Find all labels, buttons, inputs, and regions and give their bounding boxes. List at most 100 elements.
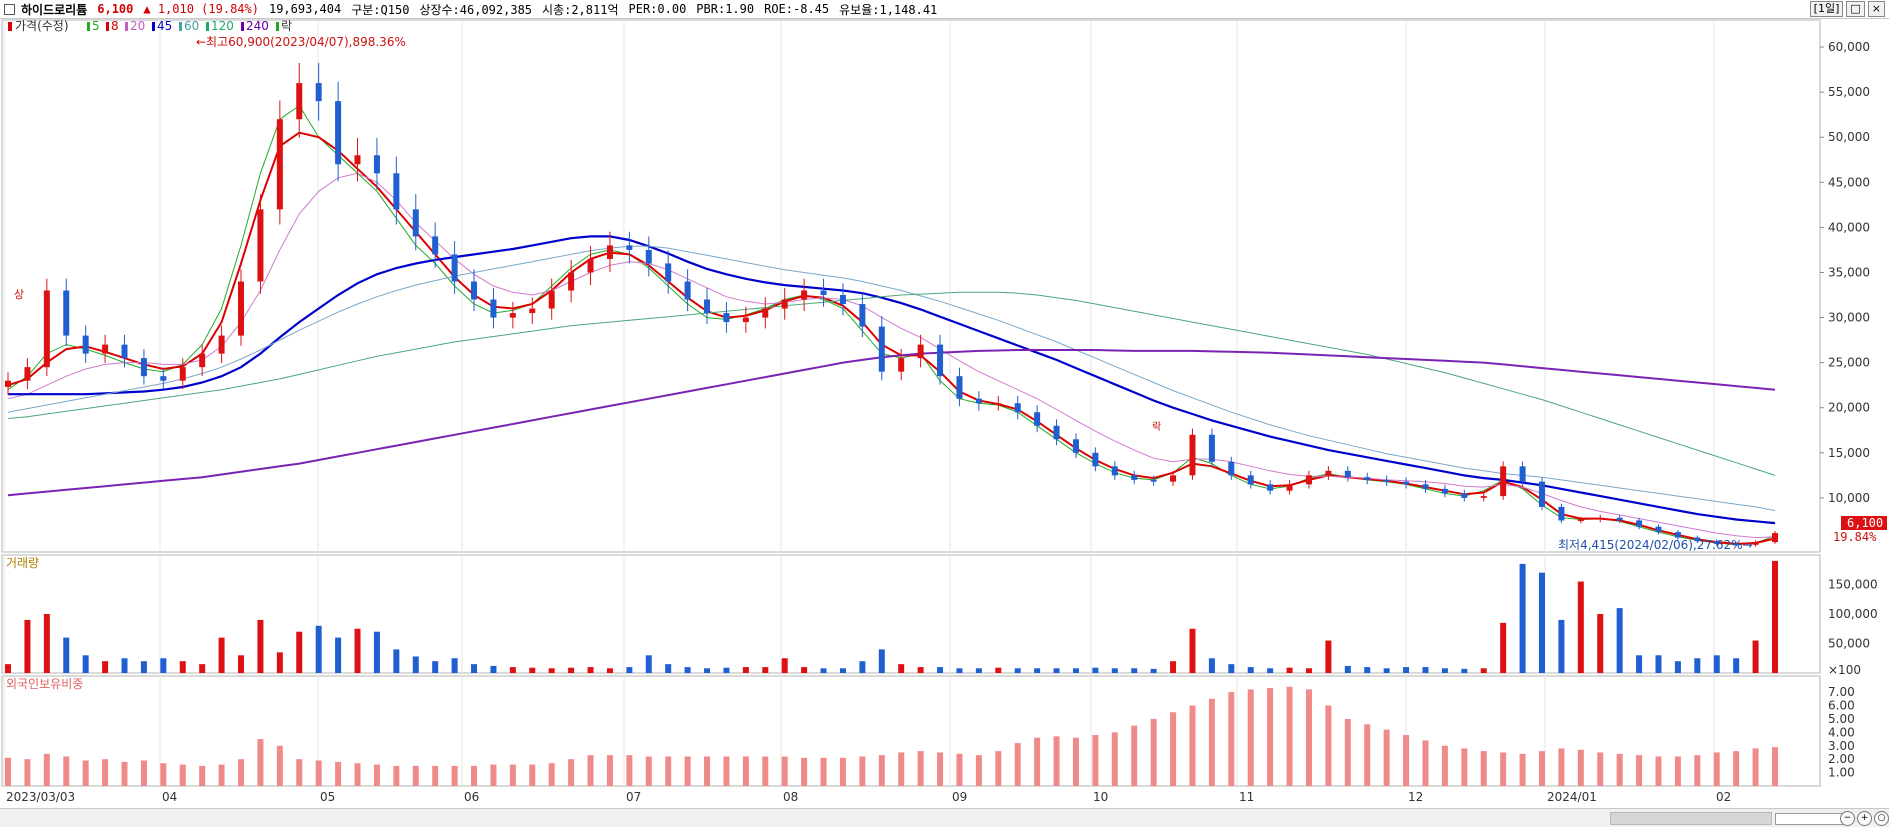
listed-shares: 상장수:46,092,385 — [419, 2, 533, 17]
foreign-bar — [1111, 732, 1118, 786]
volume-bar — [723, 667, 730, 673]
volume-bar — [160, 658, 167, 673]
foreign-bar — [1655, 756, 1662, 786]
close-button[interactable]: × — [1867, 1, 1885, 17]
volume-bar — [412, 656, 419, 673]
volume-bar — [568, 667, 575, 673]
candle-body — [878, 326, 885, 372]
foreign-panel — [1, 675, 1821, 787]
maximize-button[interactable]: □ — [1846, 1, 1865, 17]
candle-body — [1364, 477, 1371, 480]
volume-bar — [1189, 628, 1196, 673]
volume-panel — [1, 554, 1821, 674]
y-tick-label: 30,000 — [1828, 311, 1870, 325]
foreign-bar — [742, 756, 749, 786]
foreign-bar — [1305, 689, 1312, 786]
volume-bar — [1636, 655, 1643, 673]
legend-ma-marker — [87, 22, 90, 31]
legend-extra-label: 락 — [281, 19, 292, 33]
x-tick-label: 11 — [1239, 790, 1254, 804]
candle-body — [1538, 481, 1545, 507]
y-tick-label: 50,000 — [1828, 130, 1870, 144]
trade-volume: 19,693,404 — [268, 2, 342, 16]
candle-body — [1325, 470, 1332, 476]
volume-bar — [276, 652, 283, 673]
select-checkbox[interactable] — [4, 3, 15, 15]
foreign-title: 외국인보유비중 — [6, 677, 83, 691]
candle-body — [1422, 484, 1429, 489]
candle-body — [781, 299, 788, 309]
x-tick-label: 08 — [783, 790, 798, 804]
volume-bar — [1344, 665, 1351, 673]
volume-bar — [1441, 668, 1448, 673]
foreign-bar — [1694, 755, 1701, 786]
foreign-bar — [839, 757, 846, 786]
candle-body — [24, 367, 31, 381]
volume-bar — [937, 667, 944, 673]
stock-chart[interactable]: 2023/03/03 04 05 06 07 08 09 10 11 12 2024/01 02 10,… — [0, 19, 1889, 808]
volume-bar — [1131, 668, 1138, 673]
foreign-bar — [1422, 740, 1429, 786]
ma-line-20 — [7, 172, 1776, 539]
volume-bar — [1519, 563, 1526, 673]
foreign-bar — [257, 739, 264, 786]
zoom-reset-icon[interactable]: ○ — [1874, 811, 1889, 826]
pbr-value: PBR:1.90 — [696, 2, 755, 16]
foreign-bar — [820, 757, 827, 786]
foreign-bar — [1713, 752, 1720, 786]
foreign-y-label: 5.00 — [1828, 712, 1855, 726]
foreign-bar — [1131, 725, 1138, 786]
scroll-thumb[interactable] — [1610, 812, 1772, 825]
volume-bar — [548, 668, 555, 673]
volume-bar — [762, 667, 769, 673]
volume-bar — [529, 667, 536, 673]
volume-bar — [121, 658, 128, 673]
zoom-in-icon[interactable]: + — [1857, 811, 1872, 826]
candle-body — [704, 299, 711, 314]
candle-body — [917, 344, 924, 359]
foreign-bar — [199, 765, 206, 786]
volume-bar — [1577, 581, 1584, 673]
foreign-bar — [645, 756, 652, 786]
candle-body — [1034, 412, 1041, 426]
zoom-out-icon[interactable]: − — [1840, 811, 1855, 826]
per-value: PER:0.00 — [628, 2, 687, 16]
foreign-bar — [393, 765, 400, 786]
volume-bar — [1325, 640, 1332, 673]
candle-body — [179, 367, 186, 381]
period-button[interactable]: [1일] — [1809, 1, 1844, 17]
foreign-bar — [975, 755, 982, 786]
ex-rights-marker: 락 — [1152, 421, 1161, 433]
foreign-bar — [1383, 729, 1390, 786]
ma-line-60 — [7, 245, 1776, 511]
legend-ma-marker — [179, 22, 182, 31]
range-slider[interactable] — [1775, 813, 1849, 825]
volume-bar — [1674, 661, 1681, 673]
volume-bar — [975, 668, 982, 673]
volume-bar — [393, 649, 400, 673]
volume-bar — [1286, 667, 1293, 673]
volume-bar — [257, 619, 264, 673]
candle-body — [160, 376, 167, 381]
price-panel — [1, 19, 1821, 553]
volume-bar — [509, 667, 516, 673]
candle-body — [1403, 481, 1410, 485]
x-tick-label: 09 — [952, 790, 967, 804]
candle-body — [1480, 496, 1487, 498]
foreign-bar — [1247, 689, 1254, 786]
foreign-bar — [1286, 686, 1293, 786]
foreign-bar — [276, 745, 283, 786]
volume-bar — [102, 661, 109, 673]
legend-ma-marker — [106, 22, 109, 31]
candle-body — [1286, 484, 1293, 491]
horizontal-scrollbar[interactable]: − + ○ — [0, 808, 1889, 827]
foreign-bar — [373, 764, 380, 786]
volume-bar — [24, 619, 31, 673]
candle-body — [490, 299, 497, 318]
foreign-bar — [1500, 752, 1507, 786]
candle-body — [529, 308, 536, 314]
y-tick-label: 20,000 — [1828, 401, 1870, 415]
foreign-bar — [1170, 712, 1177, 786]
foreign-bar — [529, 764, 536, 786]
foreign-y-label: 4.00 — [1828, 725, 1855, 739]
